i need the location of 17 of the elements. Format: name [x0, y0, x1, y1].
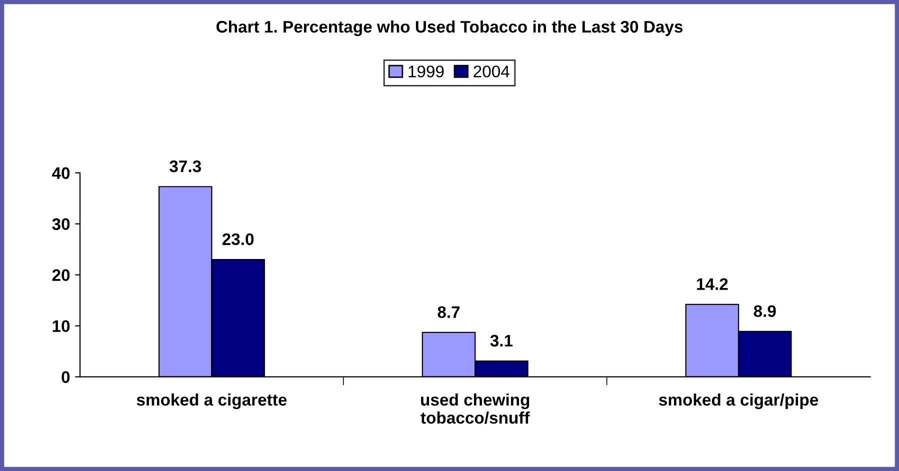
chart-title: Chart 1. Percentage who Used Tobacco in the Last 30 Days: [216, 20, 683, 36]
data-label: 8.7: [438, 306, 460, 318]
data-label: 14.2: [697, 278, 728, 290]
x-tick-label: smoked a cigar/pipe: [658, 393, 818, 410]
data-label: 23.0: [222, 233, 254, 246]
data-label: 37.3: [170, 160, 201, 172]
y-tick-label: 40: [52, 167, 70, 180]
legend-label: 1999: [408, 66, 444, 78]
y-tick-label: 10: [52, 320, 70, 332]
data-label: 8.9: [754, 305, 776, 318]
y-tick-label: 0: [62, 371, 70, 384]
y-tick-label: 20: [52, 269, 70, 282]
x-tick-label: smoked a cigarette: [136, 393, 287, 410]
data-label: 3.1: [490, 334, 513, 347]
y-tick-label: 30: [52, 218, 70, 230]
x-tick-label: used chewing tobacco/snuff: [420, 393, 530, 424]
legend-label: 2004: [474, 66, 510, 78]
